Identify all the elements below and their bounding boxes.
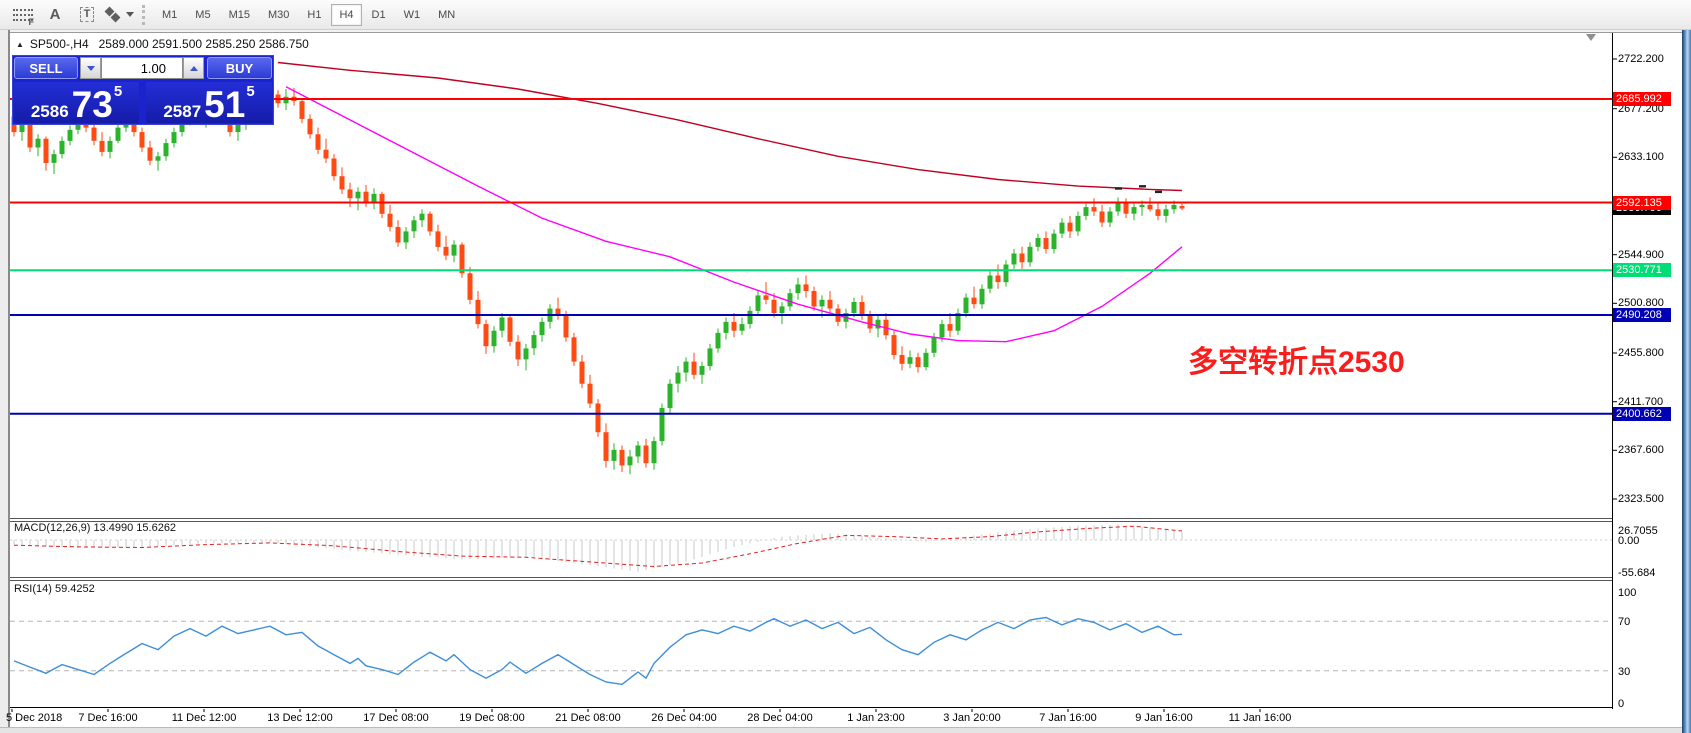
price-axis[interactable]: 2722.200 2677.200 2633.100 2544.900 2500.800… [1612, 33, 1682, 727]
rsi-axis-label: 100 [1618, 587, 1637, 599]
time-tick-label: 7 Dec 16:00 [78, 712, 138, 724]
timeframe-button-h4[interactable]: H4 [331, 3, 362, 26]
price-tick-label: 2722.200 [1618, 53, 1664, 65]
ohlc-values: 2589.000 2591.500 2585.250 2586.750 [98, 37, 309, 51]
top-toolbar: F A T M1 M5 M15 M30 H1 H4 D1 W1 MN [0, 0, 1691, 30]
window-right-edge [1682, 0, 1691, 733]
text-box-tool-icon[interactable]: T [72, 3, 102, 27]
time-tick-label: 11 Jan 16:00 [1228, 712, 1292, 724]
collapse-triangle-icon[interactable]: ▲ [16, 40, 24, 49]
time-tick-label: 19 Dec 08:00 [459, 712, 525, 724]
rsi-indicator-label: RSI(14) 59.4252 [14, 583, 95, 595]
time-tick-label: 3 Jan 20:00 [943, 712, 1001, 724]
macd-axis-label: -55.684 [1618, 567, 1656, 579]
timeframe-button-m1[interactable]: M1 [154, 4, 185, 26]
timeframe-button-m30[interactable]: M30 [260, 4, 297, 26]
price-tick-label: 2411.700 [1618, 396, 1664, 408]
volume-decrease-button[interactable] [80, 57, 101, 79]
macd-indicator-label: MACD(12,26,9) 13.4990 15.6262 [14, 522, 177, 534]
time-tick-label: 1 Jan 23:00 [847, 712, 905, 724]
timeframe-button-mn[interactable]: MN [430, 4, 463, 26]
price-tick-label: 2500.800 [1618, 297, 1664, 309]
toolbar-drag-handle[interactable] [142, 4, 145, 25]
buy-price-main: 51 [204, 83, 246, 125]
symbol-timeframe: SP500-,H4 [29, 37, 89, 51]
macd-axis-label: 0.00 [1618, 535, 1640, 547]
price-tick-label: 2367.600 [1618, 444, 1664, 456]
buy-button[interactable]: BUY [207, 57, 272, 79]
time-tick-label: 11 Dec 12:00 [171, 712, 237, 724]
buy-price-sup: 5 [246, 83, 255, 100]
up-arrow-icon [189, 65, 198, 71]
chart-plot-area[interactable] [10, 33, 1682, 712]
timeframe-button-m5[interactable]: M5 [187, 4, 218, 26]
time-tick-label: 13 Dec 12:00 [267, 712, 333, 724]
price-line-label: 2592.135 [1613, 196, 1671, 210]
time-axis[interactable]: 5 Dec 2018 7 Dec 16:00 11 Dec 12:00 13 Dec … [6, 709, 1613, 727]
time-tick-label: 17 Dec 08:00 [363, 712, 429, 724]
price-line-label: 2400.662 [1613, 407, 1671, 421]
sell-price-main: 73 [71, 83, 113, 125]
volume-input[interactable] [101, 57, 183, 79]
one-click-trading-panel: SELL BUY 2586 73 5 2587 51 5 [12, 55, 274, 125]
dropdown-caret-icon[interactable] [126, 12, 134, 17]
timeframe-button-d1[interactable]: D1 [364, 4, 394, 26]
time-tick-label: 21 Dec 08:00 [555, 712, 621, 724]
rsi-axis-label: 0 [1618, 698, 1625, 710]
window-bottom-edge [0, 727, 1691, 733]
down-arrow-icon [86, 65, 95, 71]
sell-button[interactable]: SELL [14, 57, 78, 79]
time-tick-label: 9 Jan 16:00 [1135, 712, 1193, 724]
price-tick-label: 2677.200 [1618, 103, 1664, 115]
fibonacci-tool-icon[interactable]: F [8, 3, 38, 27]
rsi-axis-label: 70 [1618, 616, 1631, 628]
chart-title: ▲ SP500-,H4 2589.000 2591.500 2585.250 258… [16, 37, 309, 51]
timeframe-button-w1[interactable]: W1 [396, 4, 429, 26]
price-axis-background [1613, 33, 1682, 727]
rsi-axis-label: 30 [1618, 666, 1631, 678]
volume-increase-button[interactable] [183, 57, 204, 79]
window-left-edge [0, 30, 10, 733]
time-tick-label: 26 Dec 04:00 [651, 712, 717, 724]
time-tick-label: 5 Dec 2018 [6, 712, 63, 724]
shapes-tool-icon[interactable] [104, 3, 134, 27]
sell-price-prefix: 2586 [30, 102, 69, 121]
timeframe-button-group: M1 M5 M15 M30 H1 H4 D1 W1 MN [153, 3, 464, 26]
time-tick-label: 7 Jan 16:00 [1039, 712, 1097, 724]
chart-background [10, 33, 1612, 709]
macd-axis-label: 26.7055 [1618, 525, 1658, 537]
buy-price-display[interactable]: 2587 51 5 [146, 82, 272, 123]
price-tick-label: 2323.500 [1618, 493, 1664, 505]
time-axis-background [10, 709, 1613, 727]
price-tick-label: 2633.100 [1618, 151, 1664, 163]
window-top-border [8, 32, 1682, 33]
timeframe-button-h1[interactable]: H1 [299, 4, 329, 26]
chart-shift-marker-icon[interactable] [1586, 34, 1596, 41]
price-tick-label: 2455.800 [1618, 347, 1664, 359]
sell-price-display[interactable]: 2586 73 5 [14, 82, 139, 123]
chart-text-annotation: 多空转折点2530 [1188, 346, 1405, 379]
price-line-label: 2530.771 [1613, 263, 1671, 277]
price-line-label: 2490.208 [1613, 308, 1671, 322]
chart-canvas[interactable] [10, 33, 1682, 712]
sell-price-sup: 5 [113, 83, 123, 100]
price-tick-label: 2544.900 [1618, 249, 1664, 261]
price-line-label: 2685.992 [1613, 92, 1671, 106]
timeframe-button-m15[interactable]: M15 [221, 4, 258, 26]
time-tick-label: 28 Dec 04:00 [747, 712, 813, 724]
text-label-tool-icon[interactable]: A [49, 6, 61, 23]
fibonacci-letter: F [28, 16, 35, 27]
buy-price-prefix: 2587 [163, 102, 202, 121]
